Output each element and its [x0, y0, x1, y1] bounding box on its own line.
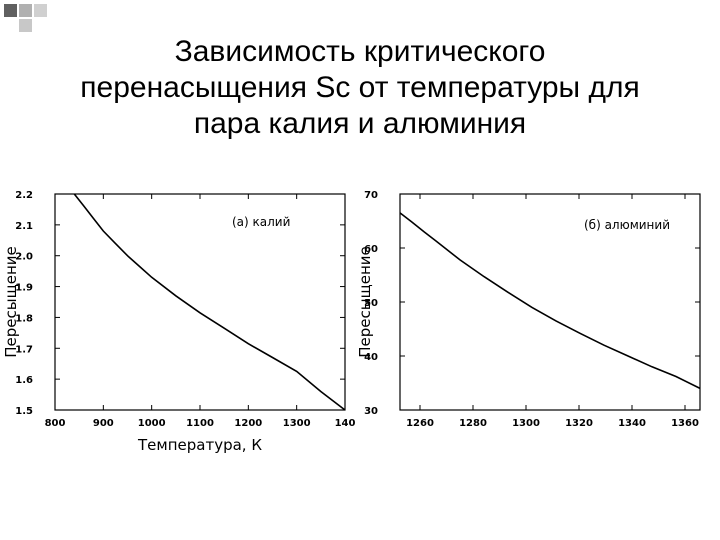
- bullet-square-dark: [4, 4, 17, 17]
- y-tick-label: 60: [364, 244, 378, 255]
- series-label: (б) алюминий: [584, 218, 670, 232]
- data-line: [399, 212, 701, 390]
- x-tick-label: 1300: [512, 418, 540, 429]
- y-tick-label: 30: [364, 406, 378, 417]
- x-tick-label: 1100: [186, 418, 214, 429]
- slide-title-line: перенасыщения Sc от температуры для: [80, 71, 640, 104]
- data-line: [73, 193, 346, 411]
- x-tick-label: 900: [93, 418, 114, 429]
- slide-title-line: пара калия и алюминия: [193, 107, 527, 140]
- x-tick-label: 800: [45, 418, 66, 429]
- y-tick-label: 1.9: [15, 283, 33, 294]
- y-tick-label: 2.1: [15, 221, 33, 232]
- y-tick-label: 50: [364, 298, 378, 309]
- y-tick-label: 1.7: [15, 344, 33, 355]
- plot-frame: [54, 193, 346, 411]
- x-tick-label: 1340: [618, 418, 646, 429]
- y-tick-label: 40: [364, 352, 378, 363]
- bullet-square-light: [19, 4, 32, 17]
- y-tick-label: 1.6: [15, 375, 33, 386]
- x-tick-label: 1280: [459, 418, 487, 429]
- x-tick-label: 1260: [406, 418, 434, 429]
- x-tick-label: 1320: [565, 418, 593, 429]
- x-tick-label: 1000: [138, 418, 166, 429]
- slide-bullet-decoration: [4, 4, 47, 32]
- slide-title-line: Зависимость критического: [174, 35, 546, 68]
- y-axis-title: Пересыщение: [2, 246, 20, 358]
- y-tick-label: 1.5: [15, 406, 33, 417]
- bullet-square-light: [19, 19, 32, 32]
- x-tick-label: 1300: [283, 418, 311, 429]
- x-tick-label: 1200: [234, 418, 262, 429]
- y-tick-label: 2.0: [15, 252, 33, 263]
- x-tick-label: 1360: [671, 418, 699, 429]
- y-tick-label: 2.2: [15, 190, 33, 201]
- x-axis-title: Температура, К: [137, 436, 262, 454]
- y-tick-label: 1.8: [15, 313, 33, 324]
- series-label: (а) калий: [232, 215, 290, 229]
- y-tick-label: 70: [364, 190, 378, 201]
- bullet-square-light: [34, 4, 47, 17]
- y-axis-title: Пересыщение: [356, 246, 374, 358]
- slide-title: Зависимость критического перенасыщения S…: [20, 34, 700, 142]
- x-tick-label: 140: [335, 418, 356, 429]
